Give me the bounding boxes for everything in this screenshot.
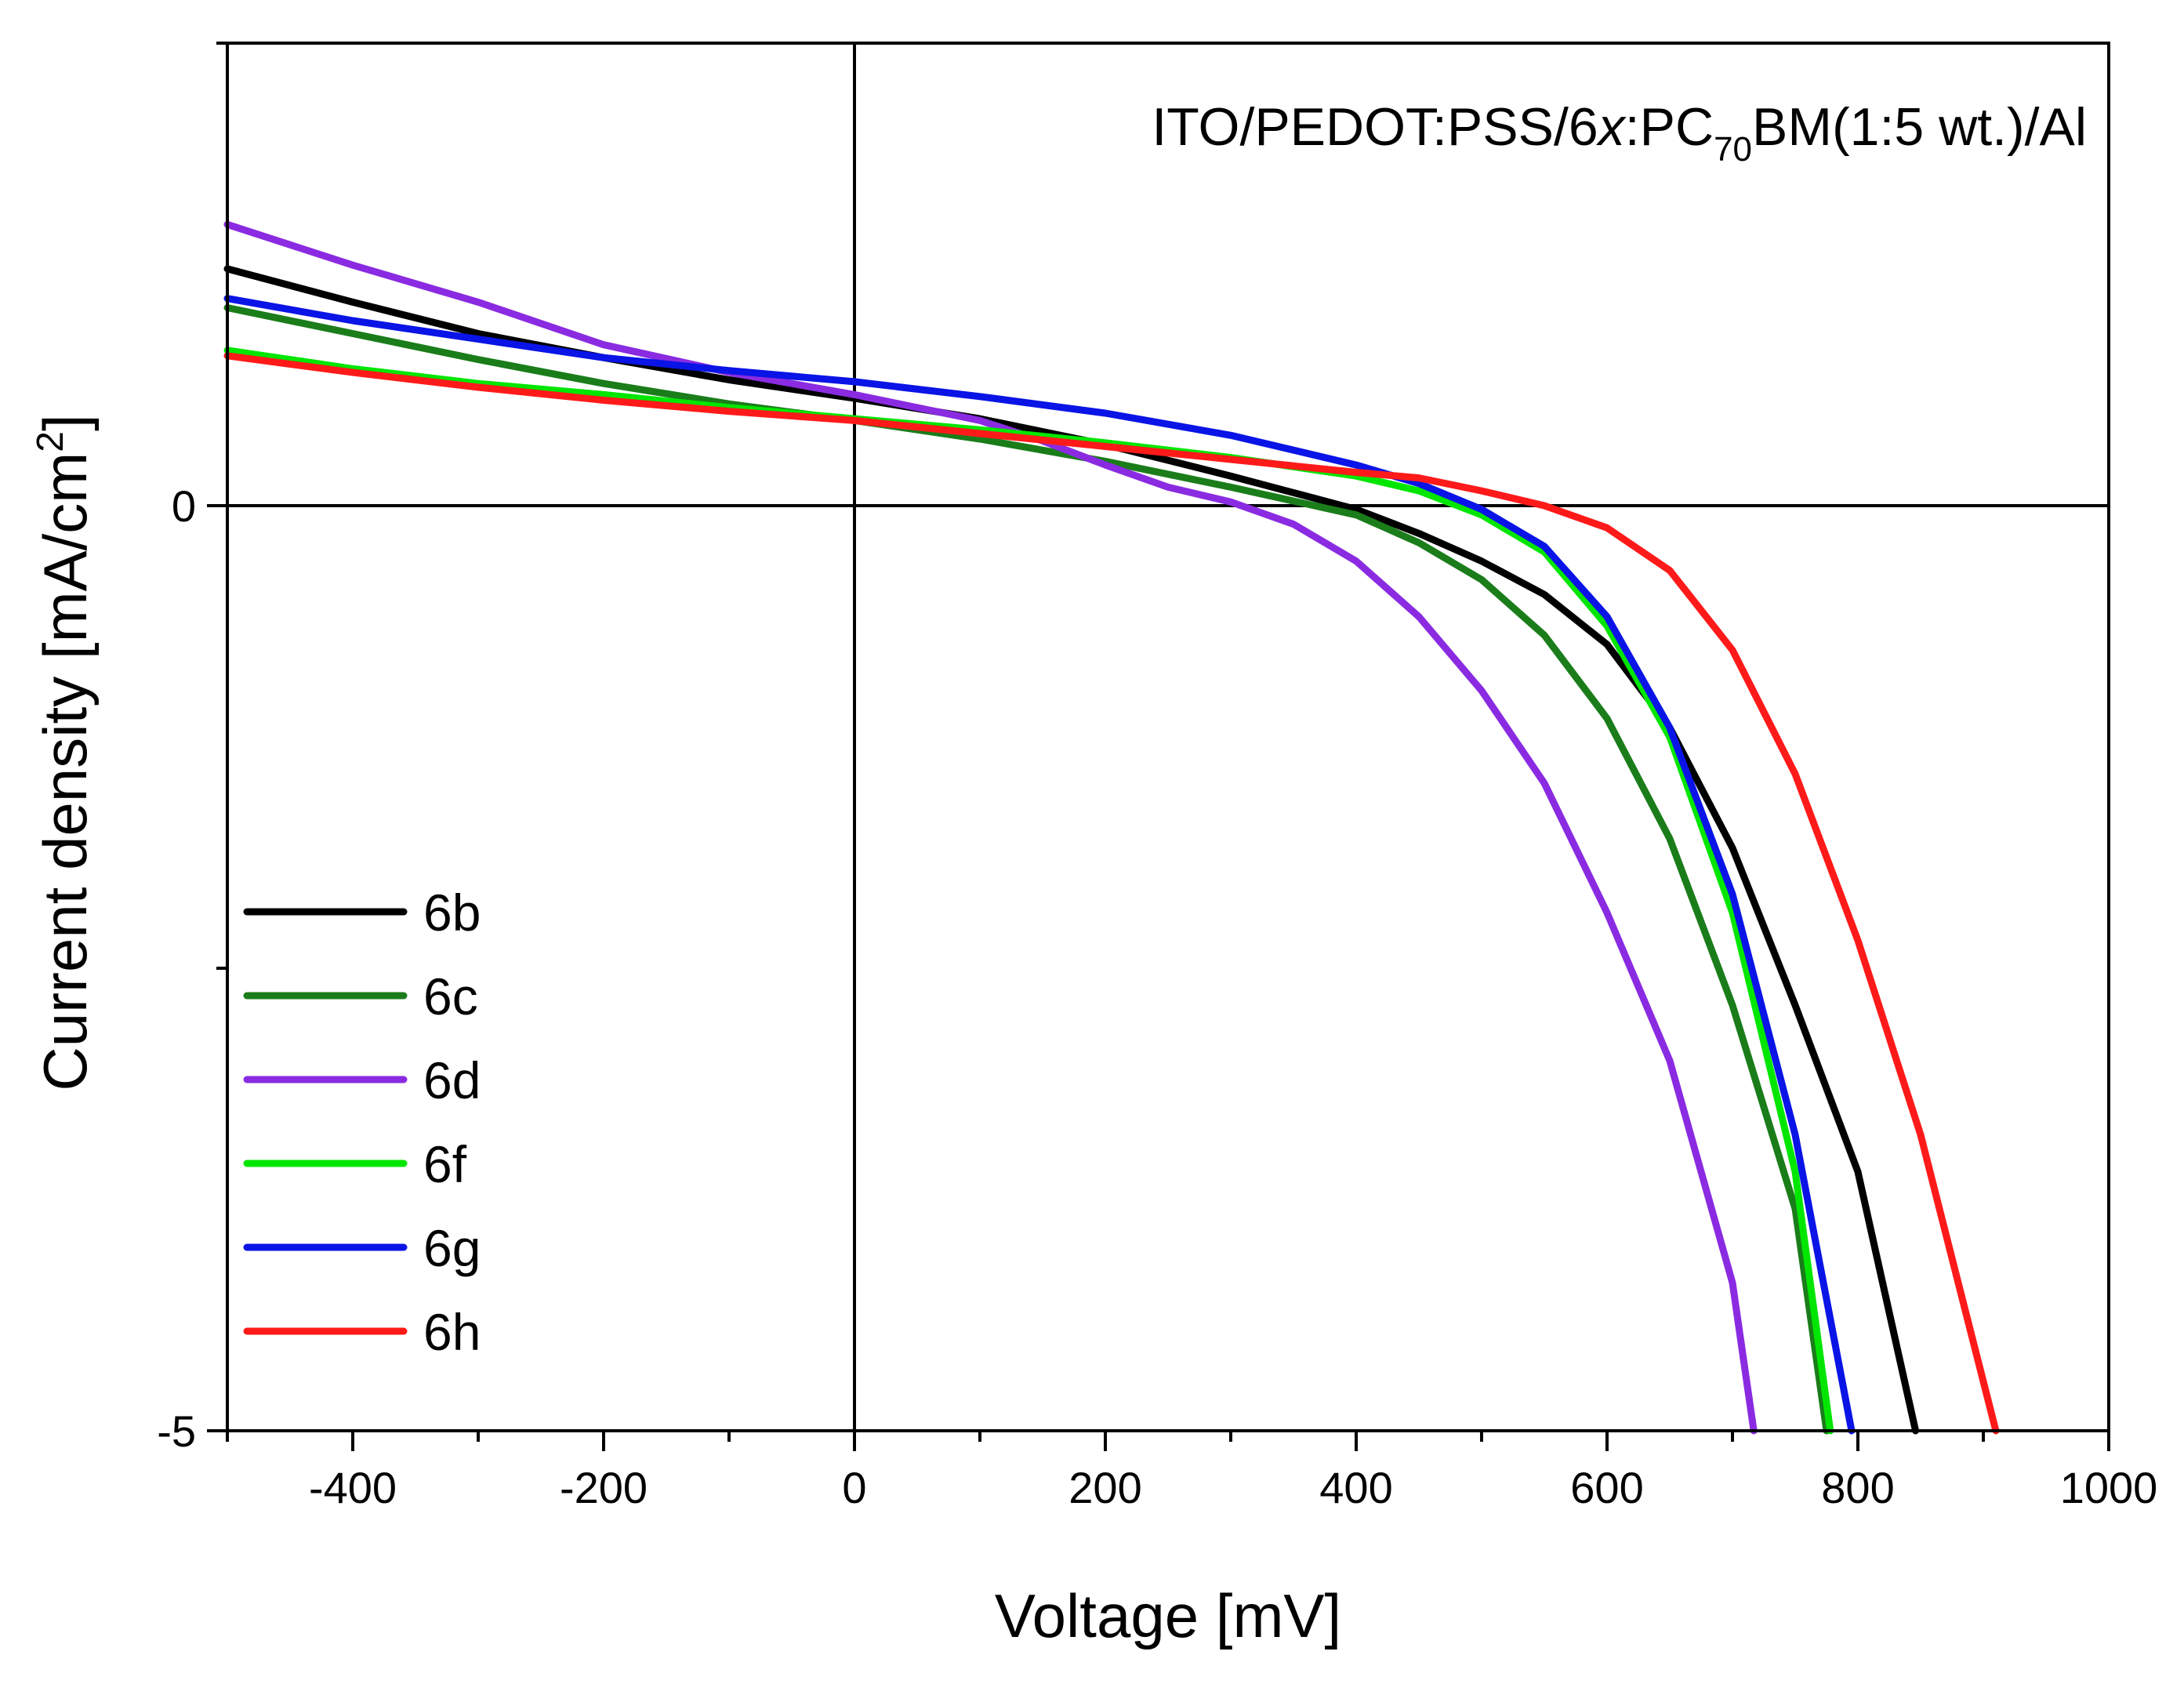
series-line-6h <box>223 352 2000 1435</box>
y-axis-title-end: ] <box>31 414 100 431</box>
x-tick-label: 0 <box>842 1463 866 1512</box>
x-tick-label: 200 <box>1068 1463 1141 1512</box>
x-tick-label: -200 <box>560 1463 648 1512</box>
legend: 6b 6c 6d 6f 6g 6h <box>243 884 481 1361</box>
legend-label-6d: 6d <box>423 1051 481 1109</box>
series-line-6g <box>223 295 1856 1435</box>
legend-label-6c: 6c <box>423 967 478 1025</box>
zero-axes <box>227 43 2109 1431</box>
y-axis-title-superscript: 2 <box>30 431 71 452</box>
annotation-prefix: ITO/PEDOT:PSS/6 <box>1152 97 1598 157</box>
x-tick-label: 1000 <box>2060 1463 2158 1512</box>
device-structure-annotation: ITO/PEDOT:PSS/6x:PC70BM(1:5 wt.)/Al <box>1152 97 2087 169</box>
x-tick-label: 400 <box>1319 1463 1392 1512</box>
legend-label-6b: 6b <box>423 884 481 942</box>
y-tick-label: -5 <box>157 1406 196 1456</box>
series-line-6d <box>223 220 1758 1435</box>
legend-label-6h: 6h <box>423 1303 481 1361</box>
x-axis-ticks: -400 -200 0 200 400 600 800 1000 <box>226 1431 2158 1512</box>
x-tick-label: 600 <box>1570 1463 1643 1512</box>
x-axis-title: Voltage [mV] <box>995 1581 1341 1650</box>
series-layer <box>223 220 2000 1435</box>
plot-frame <box>226 42 2110 1432</box>
x-tick-label: -400 <box>309 1463 397 1512</box>
y-axis-title: Current density [mA/cm2] <box>30 414 100 1091</box>
y-axis-title-main: Current density [mA/cm <box>31 452 100 1091</box>
annotation-suffix: BM(1:5 wt.)/Al <box>1752 97 2087 157</box>
series-line-6c <box>223 304 1830 1435</box>
annotation-italic: x <box>1596 97 1627 157</box>
annotation-subscript: 70 <box>1714 130 1752 169</box>
y-tick-label: 0 <box>172 481 196 531</box>
legend-label-6g: 6g <box>423 1219 481 1277</box>
y-axis-ticks: 0 -5 <box>157 42 227 1456</box>
annotation-mid: :PC <box>1625 97 1714 157</box>
x-tick-label: 800 <box>1821 1463 1894 1512</box>
legend-label-6f: 6f <box>423 1135 467 1193</box>
